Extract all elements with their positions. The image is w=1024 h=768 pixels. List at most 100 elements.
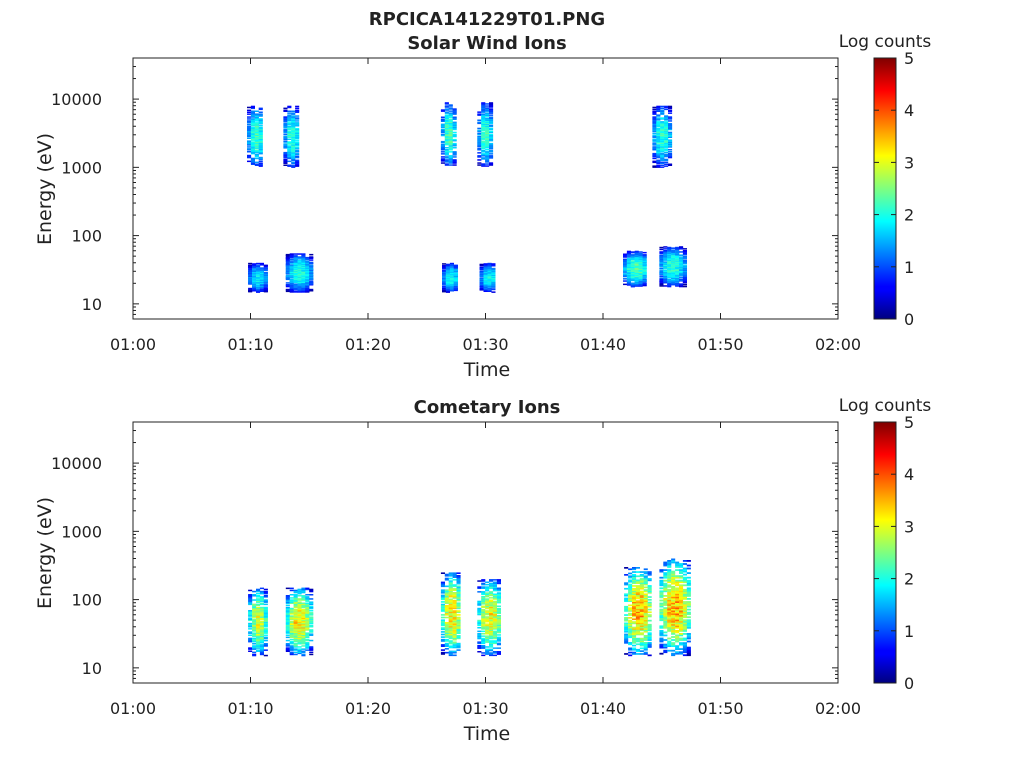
heatmap-cell: [263, 595, 268, 597]
heatmap-cell: [297, 589, 302, 592]
heatmap-cell: [285, 282, 290, 284]
heatmap-cell: [483, 272, 488, 275]
heatmap-cell: [285, 607, 290, 610]
heatmap-cell: [679, 268, 684, 271]
heatmap-cell: [626, 263, 631, 266]
heatmap-cell: [305, 608, 310, 611]
heatmap-cell: [659, 610, 664, 612]
x-tick-label: 01:30: [462, 699, 508, 718]
heatmap-cell: [668, 149, 673, 151]
heatmap-cell: [305, 256, 310, 259]
y-tick-label: 10: [82, 659, 102, 678]
heatmap-cell: [639, 626, 644, 629]
heatmap-cell: [444, 152, 449, 154]
heatmap-cell: [247, 125, 252, 128]
heatmap-cell: [638, 258, 643, 260]
heatmap-cell: [481, 140, 486, 143]
heatmap-cell: [444, 135, 449, 138]
y-axis-label: Energy (eV): [34, 497, 56, 609]
heatmap-cell: [295, 148, 300, 150]
heatmap-cell: [289, 601, 294, 603]
heatmap-cell: [643, 621, 648, 623]
heatmap-cell: [440, 159, 445, 161]
heatmap-cell: [250, 129, 255, 132]
heatmap-cell: [477, 130, 482, 133]
heatmap-cell: [301, 279, 306, 282]
heatmap-cell: [660, 140, 665, 142]
heatmap-cell: [301, 615, 306, 617]
heatmap-cell: [489, 145, 494, 147]
heatmap-cell: [444, 585, 449, 588]
heatmap-cell: [477, 140, 482, 143]
heatmap-cell: [440, 598, 445, 601]
heatmap-cell: [624, 653, 629, 655]
heatmap-cell: [444, 147, 449, 149]
heatmap-cell: [647, 603, 652, 605]
heatmap-cell: [659, 280, 664, 282]
heatmap-cell: [485, 125, 490, 128]
heatmap-cell: [252, 626, 257, 628]
heatmap-cell: [440, 624, 445, 627]
heatmap-cell: [263, 599, 268, 601]
heatmap-cell: [638, 277, 643, 279]
heatmap-cell: [675, 602, 680, 605]
heatmap-cell: [448, 125, 453, 128]
heatmap-cell: [440, 124, 445, 127]
heatmap-cell: [250, 148, 255, 150]
heatmap-cell: [481, 579, 486, 581]
heatmap-cell: [301, 613, 306, 615]
heatmap-cell: [444, 133, 449, 136]
heatmap-cell: [291, 154, 296, 157]
heatmap-cell: [496, 653, 501, 655]
heatmap-cell: [632, 632, 637, 634]
heatmap-cell: [664, 163, 669, 165]
heatmap-cell: [492, 623, 497, 625]
heatmap-cell: [440, 623, 445, 625]
heatmap-cell: [252, 287, 257, 289]
heatmap-cell: [481, 598, 486, 600]
heatmap-cell: [675, 636, 680, 638]
heatmap-cell: [456, 577, 461, 580]
heatmap-cell: [250, 118, 255, 120]
heatmap-cell: [664, 125, 669, 127]
heatmap-cell: [664, 119, 669, 121]
heatmap-cell: [479, 282, 484, 284]
heatmap-cell: [624, 630, 629, 633]
heatmap-cell: [289, 612, 294, 614]
heatmap-cell: [285, 611, 290, 613]
heatmap-cell: [448, 598, 453, 601]
heatmap-cell: [289, 268, 294, 270]
heatmap-cell: [440, 595, 445, 598]
heatmap-cell: [293, 645, 298, 647]
heatmap-cell: [291, 166, 296, 168]
heatmap-cell: [492, 616, 497, 618]
heatmap-cell: [444, 124, 449, 127]
heatmap-cell: [682, 619, 687, 622]
heatmap-cell: [667, 649, 672, 652]
heatmap-cell: [635, 648, 640, 651]
heatmap-cell: [258, 149, 263, 151]
heatmap-cell: [481, 609, 486, 611]
heatmap-cell: [259, 649, 264, 651]
heatmap-cell: [623, 268, 628, 270]
heatmap-cell: [660, 142, 665, 144]
heatmap-cell: [481, 654, 486, 657]
heatmap-cell: [632, 599, 637, 601]
heatmap-cell: [448, 115, 453, 117]
heatmap-cell: [252, 268, 257, 270]
heatmap-cell: [479, 287, 484, 289]
heatmap-cell: [440, 603, 445, 606]
heatmap-cell: [258, 164, 263, 166]
heatmap-cell: [448, 586, 453, 589]
heatmap-cell: [639, 640, 644, 643]
heatmap-cell: [448, 602, 453, 604]
heatmap-cell: [301, 603, 306, 606]
heatmap-cell: [663, 584, 668, 587]
heatmap-cell: [679, 648, 684, 650]
heatmap-cell: [679, 652, 684, 655]
heatmap-cell: [632, 614, 637, 616]
heatmap-cell: [452, 124, 457, 127]
heatmap-cell: [287, 154, 292, 157]
heatmap-cell: [287, 152, 292, 155]
heatmap-cell: [263, 610, 268, 612]
